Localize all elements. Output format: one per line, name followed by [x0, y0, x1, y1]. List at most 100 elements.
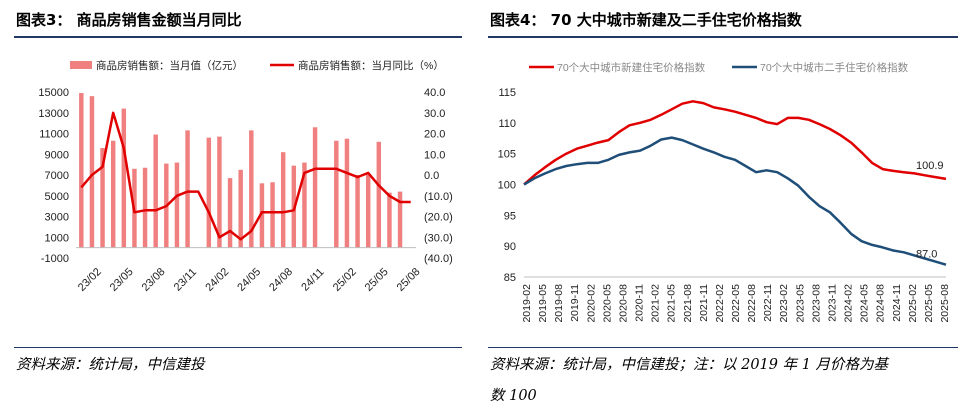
y-tick-label: 105: [498, 149, 516, 161]
y-left-tick-label: 5000: [45, 191, 69, 203]
x-tick-label: 25/05: [363, 266, 391, 294]
left-bottom-rule: [14, 347, 462, 348]
y-tick-label: 90: [504, 241, 516, 253]
x-tick-label: 2019-11: [569, 284, 581, 322]
bar: [238, 169, 243, 248]
bar: [110, 140, 116, 248]
y-tick-label: 100: [498, 180, 516, 192]
x-tick-label: 23/05: [108, 266, 136, 294]
bar: [365, 173, 371, 248]
left-chart-title: 图表3： 商品房销售金额当月同比: [16, 11, 242, 29]
y-tick-label: 110: [498, 118, 516, 130]
bar: [387, 192, 392, 248]
bar: [259, 183, 265, 248]
x-tick-label: 24/11: [299, 266, 326, 293]
x-tick-label: 24/08: [267, 266, 295, 294]
y-left-tick-label: 7000: [45, 170, 69, 182]
y-right-tick-label: 20.0: [424, 129, 445, 141]
x-tick-label: 23/08: [140, 266, 168, 294]
x-tick-label: 2019-02: [521, 284, 533, 323]
y-right-tick-label: 0.0: [424, 170, 439, 182]
bar: [217, 136, 222, 248]
bar: [334, 140, 339, 248]
y-tick-label: 115: [498, 87, 516, 99]
x-tick-label: 2022-05: [730, 284, 742, 323]
y-tick-label: 95: [504, 210, 516, 222]
x-tick-label: 24/02: [203, 266, 231, 294]
right-chart-frame: 70个大中城市新建住宅价格指数 70个大中城市二手住宅价格指数 115 110 105 1…: [488, 44, 958, 344]
x-tick-label: 2022-11: [762, 284, 774, 322]
x-tick-label: 2020-02: [585, 284, 597, 323]
bar: [89, 96, 95, 248]
left-source-note: 资料来源：统计局，中信建投: [16, 357, 205, 373]
y-left-tick-label: 9000: [45, 149, 69, 161]
bar: [227, 178, 233, 248]
right-bottom-rule: [488, 347, 958, 348]
x-tick-label: 2023-08: [810, 284, 822, 323]
x-tick-label: 2021-08: [682, 284, 694, 323]
second-hand-end-label: 87.0: [916, 249, 937, 261]
x-tick-label: 2020-05: [601, 284, 613, 323]
bar: [153, 134, 158, 248]
x-tick-label: 24/05: [235, 266, 263, 294]
x-tick-label: 2024-11: [891, 284, 903, 322]
bar: [344, 138, 350, 248]
yoy-series-line: [80, 111, 411, 241]
x-tick-label: 2021-02: [650, 284, 662, 323]
y-left-tick-label: 1000: [45, 232, 69, 244]
x-tick-label: 2019-05: [537, 284, 549, 323]
sales-chart: 商品房销售额：当月值（亿元） 商品房销售额：当月同比（%） 15000 13000 11…: [38, 59, 453, 294]
x-tick-label: 2023-05: [794, 284, 806, 323]
x-tick-label: 2023-11: [826, 284, 838, 322]
x-tick-label: 2025-05: [923, 284, 935, 323]
y-left-tick-label: 15000: [38, 87, 69, 99]
x-tick-label: 2024-05: [859, 284, 871, 323]
x-tick-label: 25/02: [331, 266, 359, 294]
bar: [142, 167, 148, 248]
y-left-tick-label: -1000: [41, 253, 69, 265]
legend-bar-swatch: [70, 61, 92, 69]
right-source-note-line2: 数 100: [490, 388, 537, 404]
bar: [280, 152, 286, 248]
x-tick-label: 2025-02: [907, 284, 919, 323]
left-title-rule: [14, 36, 462, 38]
bar: [249, 130, 254, 248]
right-chart-title: 图表4： 70 大中城市新建及二手住宅价格指数: [490, 11, 802, 29]
legend-bar-label: 商品房销售额：当月值（亿元）: [96, 59, 243, 72]
x-tick-label: 2022-02: [714, 284, 726, 323]
y-left-tick-label: 3000: [45, 212, 69, 224]
bar: [312, 127, 318, 248]
bar: [174, 162, 180, 248]
new-home-series-line: [523, 100, 947, 186]
y-right-tick-label: 10.0: [424, 149, 445, 161]
y-right-tick-label: 40.0: [424, 87, 445, 99]
x-tick-label: 23/02: [76, 266, 104, 294]
x-tick-label: 2019-08: [553, 284, 565, 323]
x-tick-label: 2021-05: [666, 284, 678, 323]
y-left-tick-label: 11000: [39, 129, 69, 141]
left-chart-frame: 商品房销售额：当月值（亿元） 商品房销售额：当月同比（%） 15000 13000 11…: [14, 44, 462, 344]
right-source-note-line1: 资料来源：统计局，中信建投；注：以 2019 年 1 月价格为基: [490, 357, 889, 373]
x-tick-label: 2024-08: [875, 284, 887, 323]
x-tick-label: 25/08: [395, 266, 423, 294]
x-tick-label: 23/11: [172, 266, 199, 293]
price-index-chart: 70个大中城市新建住宅价格指数 70个大中城市二手住宅价格指数 115 110 105 1…: [498, 61, 951, 323]
bar: [79, 93, 84, 248]
bar: [206, 137, 212, 248]
y-right-tick-label: (40.0): [424, 253, 453, 265]
right-title-rule: [488, 36, 958, 38]
bar: [121, 108, 127, 248]
bar: [355, 175, 360, 248]
bar: [302, 162, 307, 248]
x-tick-label: 2020-11: [634, 284, 646, 322]
x-tick-label: 2025-08: [939, 284, 951, 323]
y-tick-label: 85: [504, 272, 516, 284]
legend-new-label: 70个大中城市新建住宅价格指数: [557, 61, 706, 74]
bar: [100, 148, 105, 248]
x-tick-label: 2023-02: [778, 284, 790, 323]
y-right-tick-label: (10.0): [424, 191, 453, 203]
x-tick-label: 2021-11: [698, 284, 710, 322]
x-tick-label: 2020-08: [617, 284, 629, 323]
new-home-end-label: 100.9: [916, 160, 944, 172]
x-tick-label: 2024-02: [843, 284, 855, 323]
